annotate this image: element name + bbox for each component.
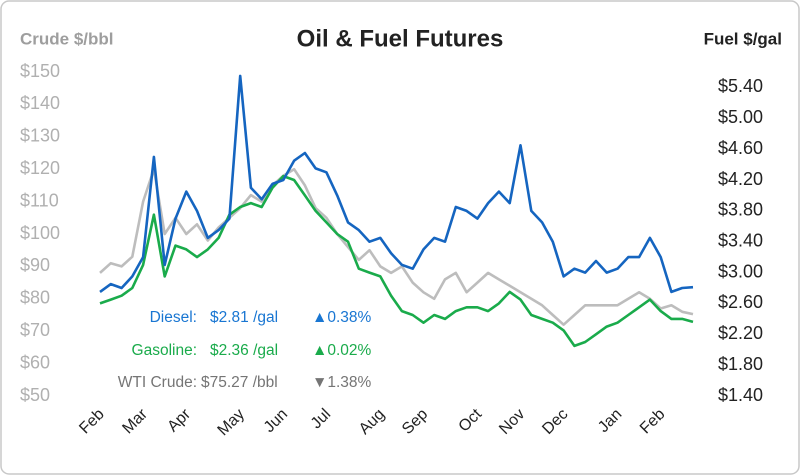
series-line <box>99 74 694 294</box>
annotation-label: WTI Crude: <box>118 374 197 391</box>
annotation-value: $2.36 /gal <box>210 342 278 359</box>
series-line <box>99 167 694 326</box>
y-tick-label: $80 <box>20 288 50 308</box>
y-tick-label: $140 <box>20 93 60 113</box>
y-tick-label: $100 <box>20 223 60 243</box>
y-tick-label: $60 <box>20 352 50 372</box>
annotation-value: $75.27 /bbl <box>201 374 278 391</box>
y-tick-label: $110 <box>20 190 59 210</box>
y2-tick-label: $3.40 <box>718 230 763 250</box>
y-axis-title: Crude $/bbl <box>20 29 114 48</box>
annotation-label: Diesel: <box>150 309 197 326</box>
y2-tick-label: $1.80 <box>718 354 763 374</box>
y2-tick-label: $4.60 <box>718 138 763 158</box>
y2-tick-label: $5.00 <box>718 107 763 127</box>
annotation-label: Gasoline: <box>132 342 197 359</box>
annotation-value: $2.81 /gal <box>210 309 278 326</box>
y-tick-label: $70 <box>20 320 50 340</box>
chart-title: Oil & Fuel Futures <box>297 25 504 52</box>
y2-tick-label: $2.20 <box>718 323 763 343</box>
y2-tick-label: $3.00 <box>718 261 763 281</box>
y-tick-label: $150 <box>20 61 60 81</box>
annotation-change: ▲0.02% <box>312 342 372 359</box>
annotation-change: ▼1.38% <box>312 374 372 391</box>
y2-tick-label: $3.80 <box>718 200 763 220</box>
y2-tick-label: $2.60 <box>718 292 763 312</box>
y2-tick-label: $4.20 <box>718 169 763 189</box>
y-tick-label: $90 <box>20 255 50 275</box>
series-line <box>99 174 694 348</box>
y-tick-label: $130 <box>20 126 60 146</box>
y2-tick-label: $5.40 <box>718 76 763 96</box>
y-tick-label: $120 <box>20 158 60 178</box>
y-tick-label: $50 <box>20 385 50 405</box>
annotation-change: ▲0.38% <box>312 309 372 326</box>
y2-tick-label: $1.40 <box>718 385 763 405</box>
y2-axis-title: Fuel $/gal <box>704 29 782 48</box>
